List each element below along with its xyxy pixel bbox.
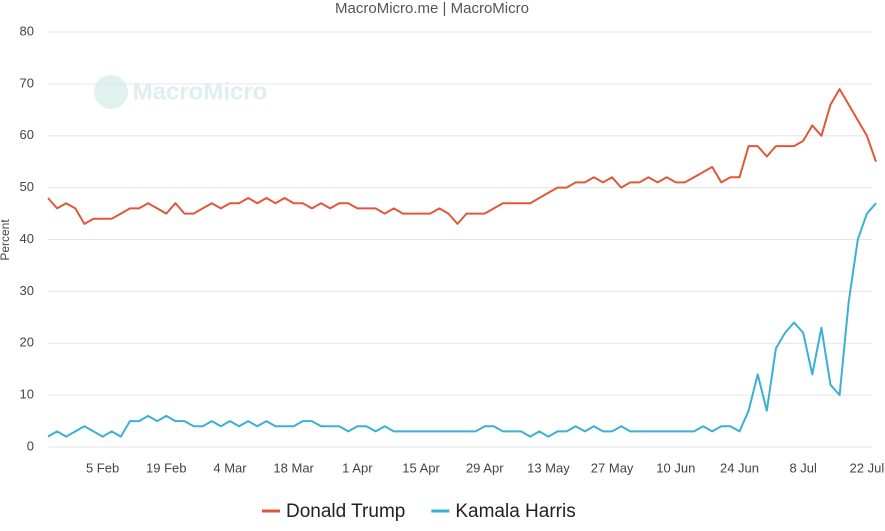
watermark-logo bbox=[94, 75, 128, 109]
y-tick-label: 70 bbox=[20, 75, 34, 90]
x-tick-label: 5 Feb bbox=[86, 460, 119, 475]
x-tick-label: 24 Jun bbox=[720, 460, 759, 475]
x-tick-label: 15 Apr bbox=[402, 460, 440, 475]
x-tick-label: 8 Jul bbox=[789, 460, 817, 475]
x-tick-label: 13 May bbox=[527, 460, 570, 475]
y-tick-label: 50 bbox=[20, 179, 34, 194]
watermark: MacroMicro bbox=[133, 78, 268, 105]
x-tick-label: 19 Feb bbox=[146, 460, 186, 475]
x-tick-label: 29 Apr bbox=[466, 460, 504, 475]
x-tick-label: 22 Jul bbox=[850, 460, 885, 475]
y-tick-label: 20 bbox=[20, 335, 34, 350]
x-tick-label: 10 Jun bbox=[656, 460, 695, 475]
y-tick-label: 60 bbox=[20, 127, 34, 142]
legend-label: Donald Trump bbox=[286, 501, 405, 522]
legend-label: Kamala Harris bbox=[455, 501, 575, 522]
y-tick-label: 0 bbox=[27, 438, 34, 453]
y-tick-label: 30 bbox=[20, 283, 34, 298]
y-tick-label: 40 bbox=[20, 231, 34, 246]
y-tick-label: 10 bbox=[20, 387, 34, 402]
chart-title: MacroMicro.me | MacroMicro bbox=[335, 0, 529, 17]
series-line bbox=[47, 202, 877, 438]
series-line bbox=[47, 88, 877, 225]
y-axis-label: Percent bbox=[0, 219, 12, 261]
x-tick-label: 1 Apr bbox=[342, 460, 373, 475]
y-tick-label: 80 bbox=[20, 23, 34, 38]
x-tick-label: 18 Mar bbox=[273, 460, 314, 475]
x-tick-label: 27 May bbox=[591, 460, 634, 475]
x-tick-label: 4 Mar bbox=[213, 460, 247, 475]
